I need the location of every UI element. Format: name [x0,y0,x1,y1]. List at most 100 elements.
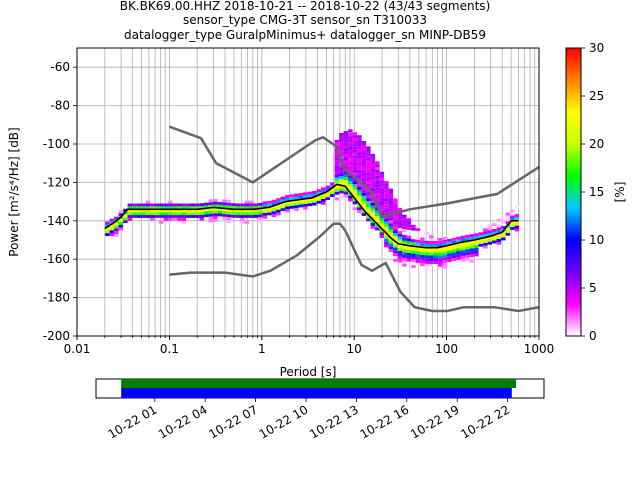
heatmap-cell [478,235,484,239]
heatmap-cell [474,247,479,251]
heatmap-cell [217,207,223,211]
heatmap-cell [366,172,371,176]
heatmap-cell [334,165,340,169]
heatmap-cell [235,215,241,218]
heatmap-cell [388,237,394,241]
heatmap-cell [465,249,470,253]
heatmap-cell [253,203,259,207]
heatmap-cell [388,223,394,227]
heatmap-cell [357,172,362,176]
heatmap-cell [357,198,362,202]
heatmap-cell [109,230,115,234]
heatmap-cell [145,206,151,210]
heatmap-cell [456,248,461,252]
heatmap-cell [393,258,398,262]
heatmap-cell [136,206,142,210]
plot-frame [76,47,540,337]
heatmap-cell [334,168,340,172]
heatmap-cell [316,189,322,193]
heatmap-cell [397,225,403,228]
heatmap-cell [375,170,380,173]
heatmap-cell [159,212,164,216]
heatmap-cell [375,181,380,185]
heatmap-cell [496,218,502,222]
heatmap-cell [258,202,263,206]
heatmap-cell [411,239,416,243]
heatmap-cell [474,233,479,237]
heatmap-cell [429,264,434,267]
heatmap-cell [271,199,277,203]
heatmap-cell [375,224,380,228]
heatmap-cell [451,240,457,244]
heatmap-cell [379,183,385,187]
heatmap-cell [190,206,196,210]
heatmap-cell [366,206,371,210]
heatmap-cell [127,209,133,213]
heatmap-cell [258,208,263,212]
heatmap-cell [172,212,178,216]
heatmap-cell [307,191,313,195]
heatmap-cell [235,206,241,210]
heatmap-cell [352,149,358,153]
heatmap-cell [456,245,461,249]
heatmap-cell [366,189,371,193]
heatmap-cell [424,263,430,267]
heatmap-cell [370,211,376,215]
heatmap-cell [406,221,412,225]
heatmap-cell [294,196,299,200]
heatmap-cell [375,187,380,191]
heatmap-cell [253,206,259,210]
heatmap-cell [379,206,385,210]
heatmap-cell [514,222,520,226]
heatmap-cell [172,215,178,218]
heatmap-cell [321,201,326,205]
heatmap-cell [307,200,313,204]
heatmap-cell [474,244,479,248]
heatmap-cell [388,231,394,235]
heatmap-cell [118,210,124,214]
heatmap-cell [208,219,214,223]
heatmap-cell [478,238,484,241]
heatmap-cell [487,227,493,231]
heatmap-cell [303,195,308,199]
heatmap-cell [348,129,353,133]
heatmap-cell [136,212,142,216]
heatmap-cell [357,169,362,173]
colorbar-label-text: [%] [613,182,627,203]
heatmap-cell [447,250,452,254]
heatmap-cell [393,247,398,251]
heatmap-cell [447,241,452,245]
heatmap-cell [366,183,371,187]
heatmap-cell [136,215,142,218]
heatmap-cell [249,203,254,207]
heatmap-cell [348,138,353,141]
heatmap-cell [483,234,488,237]
heatmap-cell [487,238,493,242]
timeline-tick-label: 10-22 10 [257,402,311,441]
heatmap-cell [451,252,457,256]
heatmap-cell [393,233,398,236]
heatmap-cell [348,178,353,182]
heatmap-cell [375,178,380,182]
heatmap-cell [213,198,218,202]
heatmap-cell [280,199,286,203]
heatmap-cell [159,220,164,224]
heatmap-cell [339,150,344,154]
heatmap-cell [438,238,443,241]
heatmap-cell [438,261,443,264]
heatmap-cell [339,187,344,191]
heatmap-cell [465,255,470,258]
heatmap-cell [159,209,164,213]
heatmap-cell [433,243,439,247]
heatmap-cell [339,147,344,151]
heatmap-cell [163,217,169,221]
heatmap-cell [343,171,349,175]
heatmap-cell [181,206,187,210]
heatmap-cell [231,203,236,207]
heatmap-cell [348,192,353,196]
heatmap-cell [379,174,385,178]
heatmap-cell [384,218,389,222]
heatmap-cell [105,233,110,236]
heatmap-cell [348,135,353,139]
heatmap-cell [483,231,488,235]
